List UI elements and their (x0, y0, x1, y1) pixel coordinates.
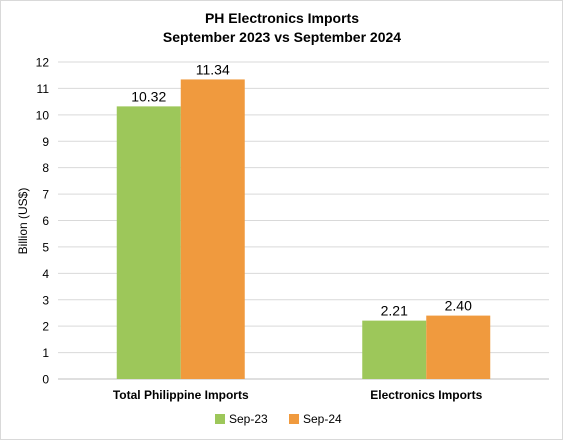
data-label: 10.32 (131, 88, 166, 104)
bar-Sep-24-0 (180, 79, 245, 379)
x-axis-categories: Total Philippine Imports Electronics Impo… (113, 388, 483, 402)
legend-swatch-Sep-24 (289, 414, 299, 424)
y-tick-label: 7 (42, 188, 49, 202)
x-category-label: Electronics Imports (370, 388, 482, 402)
bars (116, 79, 491, 379)
chart-title: PH Electronics Imports (205, 10, 359, 26)
y-tick-label: 1 (42, 346, 49, 360)
data-label: 2.40 (445, 298, 472, 314)
legend: Sep-23 Sep-24 (215, 412, 342, 426)
y-tick-label: 3 (42, 293, 49, 307)
y-tick-label: 12 (36, 56, 50, 70)
y-tick-label: 11 (37, 82, 50, 96)
legend-label: Sep-23 (229, 412, 268, 426)
y-tick-label: 2 (42, 320, 49, 334)
y-axis-label: Billion (US$) (16, 188, 30, 255)
y-tick-label: 5 (42, 240, 49, 254)
y-tick-label: 4 (42, 267, 49, 281)
y-tick-label: 6 (42, 214, 49, 228)
y-tick-label: 8 (42, 161, 49, 175)
data-label: 2.21 (381, 303, 408, 319)
legend-swatch-Sep-23 (215, 414, 225, 424)
legend-label: Sep-24 (303, 412, 342, 426)
bar-Sep-23-1 (362, 320, 427, 379)
chart-subtitle: September 2023 vs September 2024 (163, 29, 401, 45)
bar-Sep-24-1 (426, 315, 491, 379)
y-tick-label: 0 (42, 373, 49, 387)
y-tick-label: 10 (36, 108, 50, 122)
x-category-label: Total Philippine Imports (113, 388, 249, 402)
data-labels: 10.32 11.34 2.21 2.40 (131, 61, 472, 318)
bar-Sep-23-0 (116, 106, 181, 379)
data-label: 11.34 (196, 61, 230, 77)
y-tick-label: 9 (42, 135, 49, 149)
